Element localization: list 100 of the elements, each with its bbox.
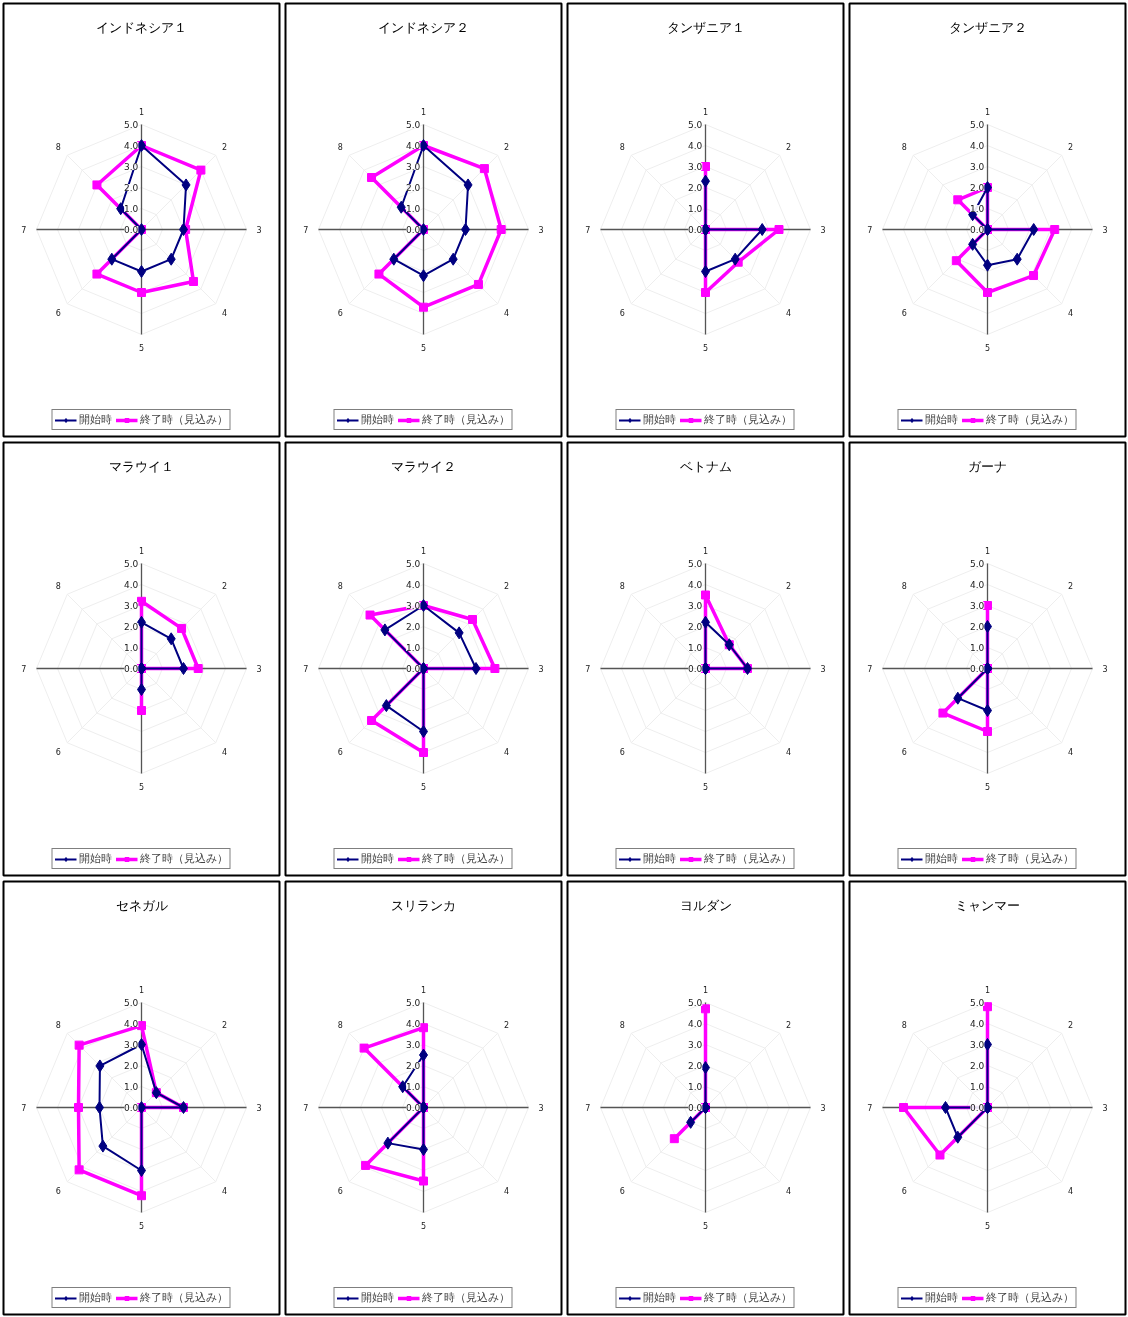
spoke-label: 7 [585, 226, 591, 235]
spoke-label: 3 [256, 1104, 262, 1113]
legend-label: 開始時 [642, 851, 676, 866]
spoke-label: 2 [786, 1020, 792, 1030]
legend-label: 開始時 [924, 412, 958, 427]
y-tick-label: 5.0 [970, 559, 985, 569]
spoke-label: 1 [138, 986, 145, 996]
chart-title: インドネシア２ [378, 20, 469, 35]
spoke-label: 3 [820, 1104, 826, 1113]
y-tick-label: 5.0 [688, 120, 703, 130]
spoke-label: 5 [420, 343, 427, 353]
y-tick-label: 3.0 [406, 601, 421, 611]
y-tick-label: 2.0 [688, 183, 703, 193]
spoke-label: 2 [1068, 142, 1074, 152]
y-tick-label: 0.0 [124, 225, 139, 235]
y-tick-label: 4.0 [124, 1019, 139, 1029]
y-tick-label: 3.0 [406, 162, 421, 172]
spoke-label: 4 [504, 1187, 510, 1197]
spoke-label: 6 [901, 748, 907, 758]
spoke-label: 8 [55, 1020, 61, 1030]
spoke-label: 3 [1102, 665, 1108, 674]
y-tick-label: 1.0 [970, 204, 985, 214]
y-tick-label: 2.0 [970, 622, 985, 632]
chart-title: タンザニア２ [948, 20, 1027, 35]
y-tick-label: 0.0 [970, 225, 985, 235]
y-tick-label: 3.0 [970, 162, 985, 172]
spoke-label: 6 [619, 309, 625, 319]
spoke-label: 1 [138, 108, 145, 118]
spoke-label: 5 [984, 1221, 991, 1231]
spoke-label: 3 [820, 665, 826, 674]
spoke-label: 3 [256, 665, 262, 674]
y-tick-label: 0.0 [688, 225, 703, 235]
spoke-label: 5 [984, 782, 991, 792]
y-tick-label: 1.0 [406, 204, 421, 214]
y-tick-label: 2.0 [124, 1061, 139, 1071]
spoke-label: 3 [538, 226, 544, 235]
spoke-label: 2 [504, 581, 510, 591]
spoke-label: 7 [21, 665, 27, 674]
legend-label: 開始時 [924, 1290, 958, 1305]
y-tick-label: 3.0 [688, 162, 703, 172]
spoke-label: 1 [138, 547, 145, 557]
y-tick-label: 4.0 [406, 141, 421, 151]
spoke-label: 3 [1102, 226, 1108, 235]
legend-label: 終了時（見込み） [421, 1290, 510, 1305]
spoke-label: 3 [256, 226, 262, 235]
y-tick-label: 2.0 [406, 1061, 421, 1071]
spoke-label: 8 [619, 1020, 625, 1030]
y-tick-label: 5.0 [406, 559, 421, 569]
y-tick-label: 4.0 [406, 580, 421, 590]
spoke-label: 8 [55, 581, 61, 591]
spoke-label: 3 [538, 1104, 544, 1113]
spoke-label: 2 [1068, 581, 1074, 591]
spoke-label: 6 [55, 309, 61, 319]
y-tick-label: 4.0 [970, 1019, 985, 1029]
spoke-label: 4 [222, 309, 228, 319]
y-tick-label: 5.0 [688, 998, 703, 1008]
spoke-label: 8 [619, 142, 625, 152]
spoke-label: 7 [303, 1104, 309, 1113]
spoke-label: 2 [504, 1020, 510, 1030]
y-tick-label: 4.0 [124, 141, 139, 151]
chart-title: タンザニア１ [666, 20, 745, 35]
chart-title: マラウイ１ [109, 459, 174, 474]
spoke-label: 7 [21, 226, 27, 235]
spoke-label: 5 [138, 782, 145, 792]
spoke-label: 2 [222, 581, 228, 591]
y-tick-label: 5.0 [406, 120, 421, 130]
chart-title: セネガル [115, 898, 168, 913]
y-tick-label: 5.0 [124, 998, 139, 1008]
legend-label: 開始時 [78, 412, 112, 427]
chart-title: ガーナ [968, 459, 1007, 474]
legend-label: 終了時（見込み） [139, 1290, 228, 1305]
legend-label: 終了時（見込み） [421, 851, 510, 866]
y-tick-label: 4.0 [406, 1019, 421, 1029]
spoke-label: 2 [504, 142, 510, 152]
chart-title: マラウイ２ [391, 459, 456, 474]
spoke-label: 5 [420, 782, 427, 792]
spoke-label: 8 [337, 581, 343, 591]
spoke-label: 5 [702, 782, 709, 792]
chart-title: インドネシア１ [96, 20, 187, 35]
legend-label: 開始時 [642, 1290, 676, 1305]
spoke-label: 3 [538, 665, 544, 674]
y-tick-label: 2.0 [406, 622, 421, 632]
spoke-label: 5 [702, 1221, 709, 1231]
spoke-label: 4 [786, 748, 792, 758]
legend-label: 終了時（見込み） [985, 1290, 1074, 1305]
legend-label: 終了時（見込み） [139, 851, 228, 866]
spoke-label: 6 [337, 309, 343, 319]
legend-label: 開始時 [78, 851, 112, 866]
chart-title: ミャンマー [955, 898, 1020, 913]
spoke-label: 6 [901, 309, 907, 319]
legend-label: 終了時（見込み） [985, 412, 1074, 427]
spoke-label: 7 [585, 1104, 591, 1113]
y-tick-label: 5.0 [970, 998, 985, 1008]
spoke-label: 7 [303, 665, 309, 674]
y-tick-label: 2.0 [124, 183, 139, 193]
spoke-label: 1 [702, 108, 709, 118]
y-tick-label: 3.0 [688, 1040, 703, 1050]
legend-label: 終了時（見込み） [421, 412, 510, 427]
y-tick-label: 2.0 [970, 1061, 985, 1071]
spoke-label: 5 [702, 343, 709, 353]
